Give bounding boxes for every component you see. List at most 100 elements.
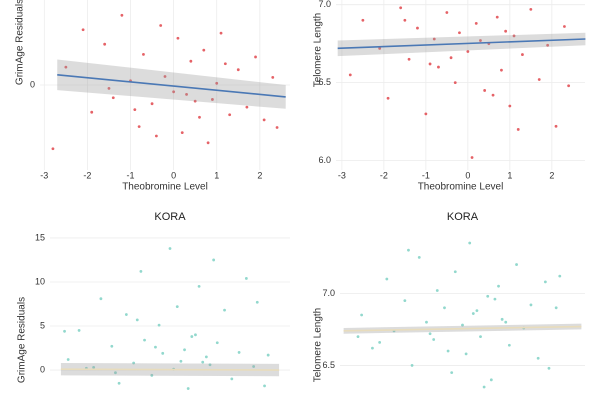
- point: [546, 43, 550, 47]
- point: [186, 387, 190, 390]
- point: [515, 263, 518, 266]
- point: [432, 338, 436, 341]
- point: [254, 55, 257, 59]
- point: [198, 115, 201, 119]
- point: [197, 284, 201, 288]
- x-tick-label: -3: [338, 170, 346, 180]
- point: [500, 68, 503, 72]
- point: [219, 31, 223, 35]
- point: [386, 96, 390, 100]
- point: [428, 332, 432, 336]
- x-axis-label: Theobromine Level: [122, 182, 208, 193]
- point: [407, 57, 411, 61]
- point: [489, 378, 493, 382]
- point: [154, 345, 157, 349]
- point: [428, 62, 432, 66]
- point: [111, 96, 115, 100]
- point: [201, 360, 205, 364]
- point: [521, 53, 524, 56]
- point: [424, 112, 428, 116]
- point: [154, 134, 158, 138]
- point: [491, 93, 495, 97]
- point: [185, 92, 188, 96]
- point: [176, 36, 180, 40]
- point: [263, 384, 266, 388]
- y-tick-label: 15: [35, 232, 45, 242]
- point: [435, 289, 439, 292]
- y-axis-label: GrimAge Residuals: [15, 0, 26, 85]
- point: [371, 346, 374, 350]
- point: [117, 381, 121, 385]
- point: [189, 59, 193, 63]
- point: [461, 323, 464, 327]
- point: [202, 48, 206, 52]
- y-tick-label: 6.5: [322, 360, 335, 370]
- point: [255, 300, 259, 304]
- point: [206, 141, 210, 145]
- point: [262, 118, 266, 122]
- point: [558, 274, 562, 278]
- point: [92, 366, 96, 369]
- point: [150, 102, 154, 106]
- point: [230, 377, 234, 381]
- point: [450, 371, 454, 375]
- point: [500, 317, 504, 321]
- y-axis-label: Telomere Length: [313, 13, 324, 88]
- x-tick-label: -2: [380, 170, 388, 180]
- point: [407, 248, 410, 252]
- point: [470, 156, 474, 159]
- panel-title: KORA: [154, 211, 186, 223]
- fit-line: [57, 74, 286, 98]
- point: [180, 131, 184, 135]
- point: [237, 351, 241, 354]
- point: [543, 280, 547, 284]
- point: [399, 6, 403, 10]
- point: [458, 31, 461, 35]
- point: [360, 313, 364, 317]
- point: [51, 147, 55, 151]
- point: [437, 65, 440, 69]
- point: [495, 15, 499, 19]
- y-tick-label: 0: [40, 364, 45, 374]
- y-tick-label: 0: [30, 79, 35, 89]
- point: [137, 125, 141, 129]
- fit-line: [60, 368, 280, 371]
- point: [159, 24, 163, 27]
- point: [482, 385, 486, 389]
- point: [99, 297, 103, 301]
- point: [194, 333, 197, 337]
- x-tick-label: -3: [40, 170, 48, 180]
- y-tick-label: 10: [35, 276, 45, 286]
- point: [563, 25, 566, 28]
- point: [449, 56, 453, 60]
- point: [132, 361, 136, 365]
- point: [179, 359, 183, 363]
- point: [244, 277, 248, 280]
- point: [361, 18, 365, 22]
- point: [245, 105, 249, 109]
- point: [81, 28, 85, 32]
- fit-line: [337, 38, 586, 50]
- x-tick-label: 0: [465, 170, 470, 180]
- point: [275, 126, 279, 129]
- point: [190, 335, 194, 338]
- point: [63, 329, 66, 333]
- point: [425, 320, 428, 324]
- x-tick-label: 2: [549, 170, 554, 180]
- x-tick-label: -2: [83, 170, 91, 180]
- point: [163, 75, 167, 78]
- point: [403, 18, 407, 22]
- point: [504, 320, 508, 324]
- point: [110, 344, 114, 348]
- point: [107, 87, 111, 90]
- point: [410, 364, 414, 367]
- point: [493, 297, 497, 301]
- point: [497, 284, 500, 288]
- point: [464, 352, 468, 356]
- point: [266, 353, 270, 357]
- y-tick-label: 6.5: [318, 77, 331, 87]
- y-axis-label: Telomere Length: [313, 308, 324, 383]
- point: [432, 37, 436, 41]
- point: [475, 309, 479, 313]
